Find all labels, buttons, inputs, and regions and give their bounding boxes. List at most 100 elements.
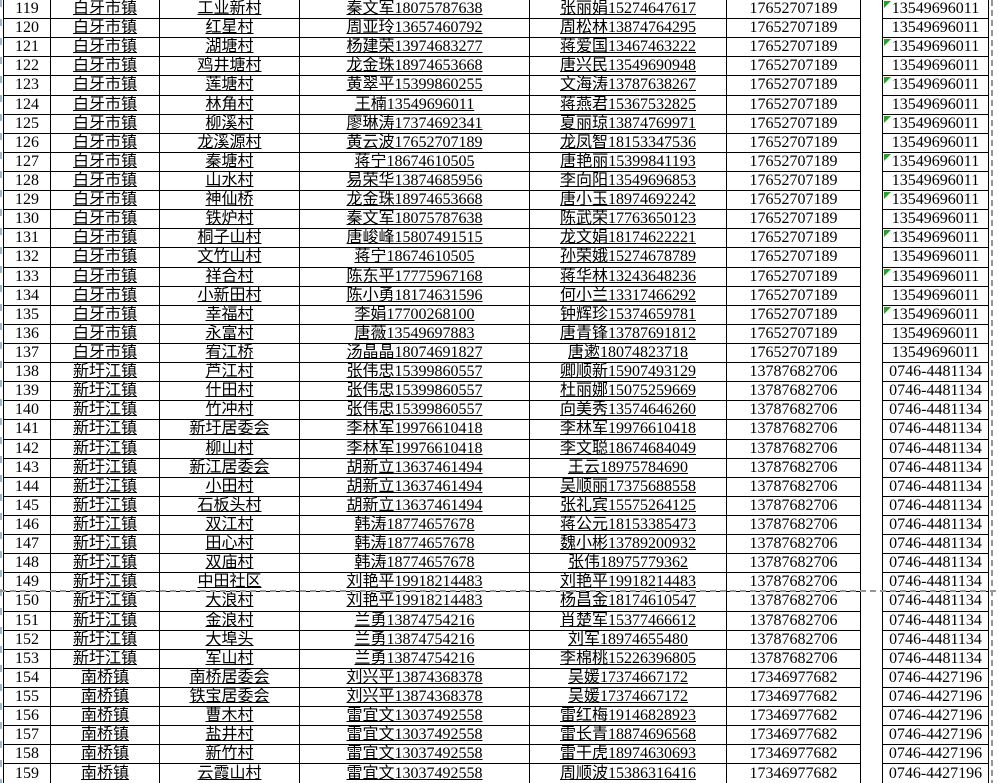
cell-contact2[interactable]: 周松林13874764295 <box>529 18 727 39</box>
cell-town[interactable]: 新圩江镇 <box>50 534 160 555</box>
cell-phone2[interactable]: 13549696011 <box>882 170 989 192</box>
cell-contact1[interactable]: 韩涛18774657678 <box>299 534 530 555</box>
cell-town[interactable]: 新圩江镇 <box>50 553 160 574</box>
cell-contact1[interactable]: 胡新立13637461494 <box>299 457 530 478</box>
cell-contact2[interactable]: 李林军19976610418 <box>529 419 727 440</box>
cell-town[interactable]: 南桥镇 <box>50 686 160 708</box>
cell-phone1[interactable]: 17652707189 <box>726 37 861 58</box>
cell-town[interactable]: 白牙市镇 <box>50 151 160 172</box>
cell-row-number[interactable]: 144 <box>3 476 51 497</box>
cell-contact2[interactable]: 吴媛17374667172 <box>529 667 727 688</box>
cell-village[interactable]: 红星村 <box>159 18 300 39</box>
cell-village[interactable]: 桐子山村 <box>159 228 300 249</box>
cell-contact2[interactable]: 何小兰13317466292 <box>529 285 727 306</box>
cell-row-number[interactable]: 145 <box>3 495 51 516</box>
cell-contact2[interactable]: 吴顺丽17375688558 <box>529 476 727 497</box>
cell-phone2[interactable]: 13549696011 <box>882 304 989 325</box>
cell-contact1[interactable]: 龙金珠18974653668 <box>299 56 530 77</box>
cell-row-number[interactable]: 156 <box>3 706 51 727</box>
cell-phone1[interactable]: 13787682706 <box>726 400 861 421</box>
cell-village[interactable]: 盐井村 <box>159 725 300 746</box>
cell-phone1[interactable]: 13787682706 <box>726 534 861 555</box>
cell-village[interactable]: 田心村 <box>159 534 300 555</box>
cell-village[interactable]: 竹冲村 <box>159 400 300 421</box>
cell-town[interactable]: 南桥镇 <box>50 667 160 688</box>
cell-contact1[interactable]: 刘艳平19918214483 <box>299 591 530 612</box>
cell-contact2[interactable]: 张丽娟15274647617 <box>529 0 727 20</box>
cell-row-number[interactable]: 146 <box>3 514 51 536</box>
cell-village[interactable]: 秦塘村 <box>159 151 300 172</box>
cell-contact2[interactable]: 张伟18975779362 <box>529 553 727 574</box>
cell-phone1[interactable]: 17652707189 <box>726 323 861 344</box>
cell-town[interactable]: 新圩江镇 <box>50 648 160 669</box>
cell-phone2[interactable]: 0746-4481134 <box>882 572 989 593</box>
cell-phone2[interactable]: 0746-4427196 <box>882 744 989 765</box>
cell-phone1[interactable]: 13787682706 <box>726 457 861 478</box>
cell-row-number[interactable]: 140 <box>3 400 51 421</box>
cell-town[interactable]: 白牙市镇 <box>50 94 160 115</box>
cell-contact2[interactable]: 王云18975784690 <box>529 457 727 478</box>
cell-contact1[interactable]: 韩涛18774657678 <box>299 514 530 536</box>
cell-town[interactable]: 白牙市镇 <box>50 18 160 39</box>
cell-town[interactable]: 白牙市镇 <box>50 285 160 306</box>
cell-contact2[interactable]: 杜丽娜15075259669 <box>529 381 727 402</box>
cell-row-number[interactable]: 139 <box>3 381 51 402</box>
cell-contact2[interactable]: 蒋公元18153385473 <box>529 514 727 536</box>
cell-town[interactable]: 新圩江镇 <box>50 362 160 383</box>
cell-row-number[interactable]: 154 <box>3 667 51 688</box>
cell-town[interactable]: 新圩江镇 <box>50 476 160 497</box>
cell-phone2[interactable]: 13549696011 <box>882 342 989 364</box>
cell-phone1[interactable]: 17346977682 <box>726 706 861 727</box>
cell-village[interactable]: 芦江村 <box>159 362 300 383</box>
cell-town[interactable]: 白牙市镇 <box>50 190 160 211</box>
cell-town[interactable]: 新圩江镇 <box>50 381 160 402</box>
cell-phone2[interactable]: 0746-4427196 <box>882 667 989 688</box>
cell-phone2[interactable]: 13549696011 <box>882 37 989 58</box>
cell-phone2[interactable]: 13549696011 <box>882 285 989 306</box>
cell-contact2[interactable]: 唐艳丽15399841193 <box>529 151 727 172</box>
cell-town[interactable]: 新圩江镇 <box>50 591 160 612</box>
cell-phone2[interactable]: 0746-4481134 <box>882 648 989 669</box>
cell-contact1[interactable]: 杨建荣13974683277 <box>299 37 530 58</box>
cell-town[interactable]: 新圩江镇 <box>50 438 160 459</box>
cell-village[interactable]: 什田村 <box>159 381 300 402</box>
cell-contact2[interactable]: 肖楚军15377466612 <box>529 610 727 631</box>
cell-phone1[interactable]: 17652707189 <box>726 266 861 287</box>
cell-phone1[interactable]: 13787682706 <box>726 476 861 497</box>
cell-contact2[interactable]: 卿顺新15907493129 <box>529 362 727 383</box>
cell-phone2[interactable]: 13549696011 <box>882 132 989 153</box>
cell-village[interactable]: 永富村 <box>159 323 300 344</box>
cell-row-number[interactable]: 142 <box>3 438 51 459</box>
cell-village[interactable]: 山水村 <box>159 170 300 192</box>
cell-village[interactable]: 莲塘村 <box>159 75 300 96</box>
cell-phone1[interactable]: 17346977682 <box>726 763 861 783</box>
cell-contact2[interactable]: 杨昌金18174610547 <box>529 591 727 612</box>
cell-phone2[interactable]: 13549696011 <box>882 190 989 211</box>
cell-contact1[interactable]: 陈东平17775967168 <box>299 266 530 287</box>
cell-village[interactable]: 小新田村 <box>159 285 300 306</box>
cell-row-number[interactable]: 132 <box>3 247 51 268</box>
cell-contact1[interactable]: 龙金珠18974653668 <box>299 190 530 211</box>
cell-phone2[interactable]: 0746-4481134 <box>882 457 989 478</box>
cell-town[interactable]: 白牙市镇 <box>50 132 160 153</box>
cell-contact1[interactable]: 李林军19976610418 <box>299 438 530 459</box>
cell-phone2[interactable]: 0746-4481134 <box>882 381 989 402</box>
cell-phone1[interactable]: 17652707189 <box>726 285 861 306</box>
cell-contact1[interactable]: 易荣华13874685956 <box>299 170 530 192</box>
cell-row-number[interactable]: 138 <box>3 362 51 383</box>
cell-town[interactable]: 南桥镇 <box>50 763 160 783</box>
cell-contact1[interactable]: 蒋宁18674610505 <box>299 247 530 268</box>
cell-contact1[interactable]: 胡新立13637461494 <box>299 495 530 516</box>
cell-contact2[interactable]: 张礼宾15575264125 <box>529 495 727 516</box>
cell-town[interactable]: 南桥镇 <box>50 744 160 765</box>
cell-village[interactable]: 湖塘村 <box>159 37 300 58</box>
cell-contact1[interactable]: 兰勇13874754216 <box>299 629 530 650</box>
cell-phone2[interactable]: 13549696011 <box>882 323 989 344</box>
cell-village[interactable]: 新江居委会 <box>159 457 300 478</box>
cell-contact2[interactable]: 雷干虎18974630693 <box>529 744 727 765</box>
cell-contact2[interactable]: 刘艳平19918214483 <box>529 572 727 593</box>
cell-town[interactable]: 白牙市镇 <box>50 342 160 364</box>
cell-village[interactable]: 幸福村 <box>159 304 300 325</box>
cell-phone1[interactable]: 13787682706 <box>726 362 861 383</box>
cell-phone2[interactable]: 13549696011 <box>882 18 989 39</box>
